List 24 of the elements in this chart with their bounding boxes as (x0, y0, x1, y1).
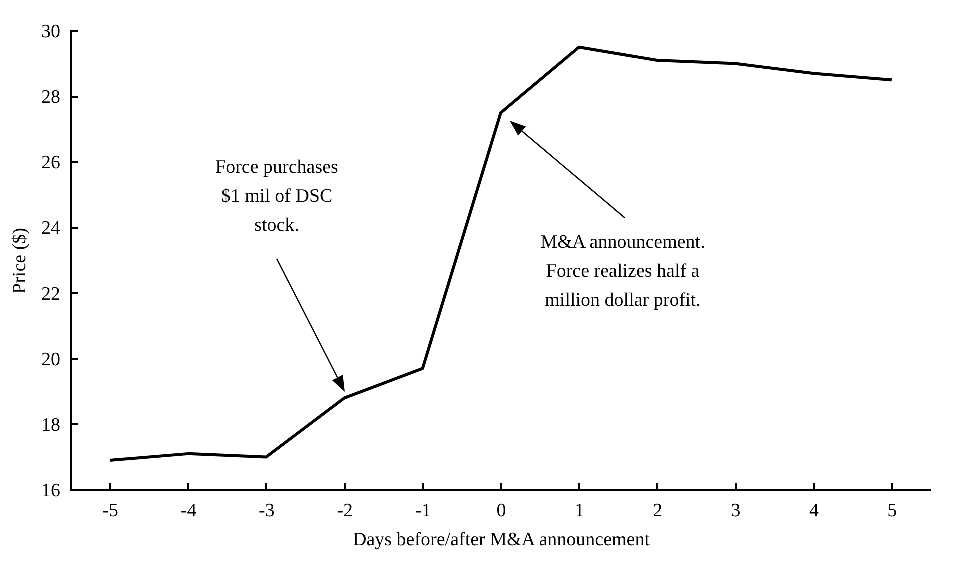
annotation: M&A announcement. Force realizes half a million dollar profit. (540, 232, 706, 311)
x-tick-label: -2 (337, 500, 354, 522)
x-tick-label: -3 (259, 500, 275, 522)
x-tick-label: 0 (496, 500, 506, 522)
x-tick-label: -4 (180, 500, 198, 522)
line-series (108, 46, 894, 462)
y-tick-label: 18 (42, 414, 60, 436)
annotation: Force purchases $1 mil of DSC stock. (216, 157, 338, 236)
y-tick-label: 30 (42, 22, 60, 42)
y-axis-title: Price ($) (10, 228, 30, 294)
x-tick-label: 4 (809, 500, 820, 522)
y-tick-label: 20 (42, 349, 60, 370)
y-tick-label: 16 (42, 480, 60, 502)
y-tick-label: 28 (42, 87, 60, 108)
x-tick-label: 5 (888, 500, 898, 522)
y-tick-label: 26 (42, 152, 60, 174)
y-tick-label: 22 (42, 284, 60, 305)
y-tick-label: 24 (42, 218, 61, 240)
x-axis-title: Days before/after M&A announcement (352, 530, 651, 550)
x-tick-label: 3 (731, 500, 741, 522)
x-tick-label: -1 (415, 500, 432, 522)
x-tick-label: 2 (653, 500, 663, 522)
x-tick-label: -5 (102, 500, 119, 522)
x-tick-label: 1 (574, 500, 584, 522)
